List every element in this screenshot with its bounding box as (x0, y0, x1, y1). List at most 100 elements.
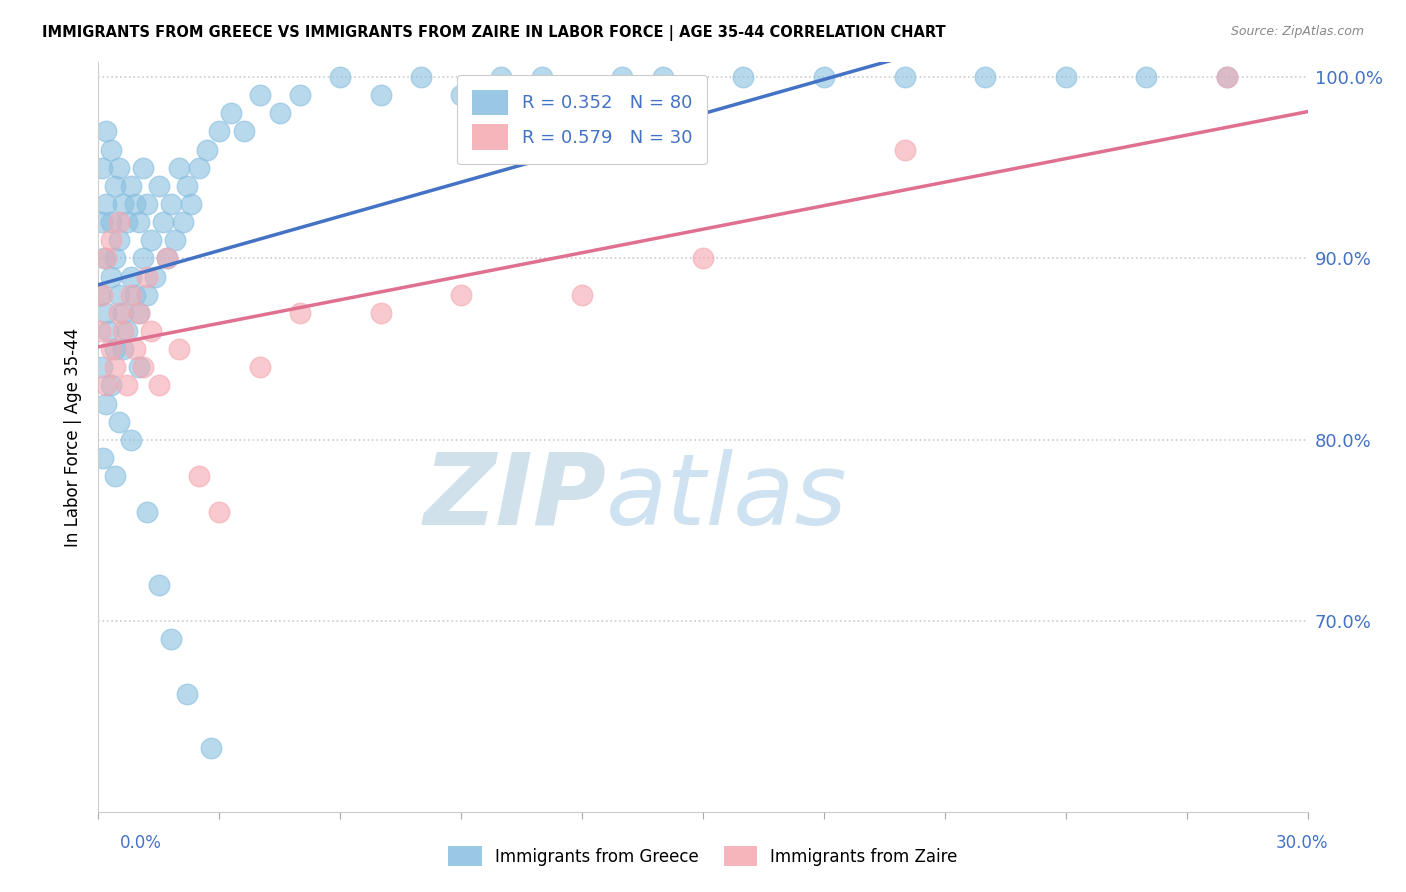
Text: 30.0%: 30.0% (1277, 834, 1329, 852)
Point (249, 360, 271, 375)
Point (103, 252, 125, 266)
Point (530, 70, 553, 84)
Point (107, 233, 129, 247)
Point (115, 215, 138, 229)
Point (450, 287, 472, 301)
Point (100, 143, 122, 157)
Point (232, 124, 254, 138)
Point (89, 287, 111, 301)
Text: ZIP: ZIP (423, 449, 606, 546)
Point (152, 215, 174, 229)
Point (93, 252, 115, 266)
Point (100, 269, 122, 284)
Point (111, 342, 134, 356)
Legend: R = 0.352   N = 80, R = 0.579   N = 30: R = 0.352 N = 80, R = 0.579 N = 30 (457, 75, 707, 164)
Point (103, 360, 125, 375)
Point (813, 70, 835, 84)
Point (96, 197, 118, 211)
Point (132, 360, 155, 375)
Point (974, 70, 997, 84)
Point (491, 70, 513, 84)
Point (160, 197, 183, 211)
Point (221, 106, 243, 120)
Point (132, 252, 155, 266)
Point (107, 287, 129, 301)
Point (160, 632, 183, 647)
Text: atlas: atlas (606, 449, 848, 546)
Point (188, 469, 211, 483)
Point (188, 161, 211, 175)
Point (893, 143, 915, 157)
Point (100, 215, 122, 229)
Point (329, 70, 352, 84)
Point (128, 215, 150, 229)
Point (90, 360, 112, 375)
Point (100, 233, 122, 247)
Point (612, 70, 634, 84)
Point (124, 197, 146, 211)
Point (409, 70, 432, 84)
Point (94, 396, 117, 410)
Point (115, 378, 138, 392)
Point (96, 252, 118, 266)
Text: IMMIGRANTS FROM GREECE VS IMMIGRANTS FROM ZAIRE IN LABOR FORCE | AGE 35-44 CORRE: IMMIGRANTS FROM GREECE VS IMMIGRANTS FRO… (42, 25, 946, 41)
Point (100, 342, 122, 356)
Point (96, 124, 118, 138)
Point (1054, 70, 1077, 84)
Point (107, 215, 129, 229)
Point (148, 178, 170, 193)
Point (651, 70, 673, 84)
Point (156, 252, 179, 266)
Point (135, 197, 157, 211)
Point (97, 324, 120, 338)
Point (163, 233, 186, 247)
Point (103, 178, 125, 193)
Point (172, 215, 194, 229)
Point (195, 143, 218, 157)
Point (450, 88, 472, 103)
Point (100, 378, 122, 392)
Point (89, 324, 111, 338)
Point (208, 505, 231, 519)
Point (111, 324, 134, 338)
Point (139, 324, 162, 338)
Point (91, 215, 114, 229)
Point (288, 306, 311, 320)
Y-axis label: In Labor Force | Age 35-44: In Labor Force | Age 35-44 (65, 327, 83, 547)
Point (692, 252, 714, 266)
Point (96, 378, 118, 392)
Point (370, 306, 392, 320)
Point (148, 578, 170, 592)
Point (107, 415, 129, 429)
Point (208, 124, 231, 138)
Point (111, 306, 134, 320)
Point (135, 287, 157, 301)
Point (733, 70, 755, 84)
Point (571, 88, 593, 103)
Point (103, 469, 125, 483)
Point (120, 433, 142, 447)
Point (1216, 70, 1239, 84)
Point (167, 342, 190, 356)
Point (1135, 70, 1157, 84)
Point (132, 161, 155, 175)
Point (91, 161, 114, 175)
Point (167, 161, 190, 175)
Point (120, 178, 142, 193)
Point (128, 306, 150, 320)
Point (176, 687, 198, 701)
Point (176, 178, 198, 193)
Point (107, 306, 129, 320)
Point (115, 324, 138, 338)
Point (124, 287, 146, 301)
Point (135, 505, 157, 519)
Point (288, 88, 311, 103)
Point (103, 342, 125, 356)
Point (91, 450, 114, 465)
Point (120, 269, 142, 284)
Point (120, 287, 142, 301)
Point (91, 287, 114, 301)
Point (200, 741, 222, 756)
Point (139, 233, 162, 247)
Text: 0.0%: 0.0% (120, 834, 162, 852)
